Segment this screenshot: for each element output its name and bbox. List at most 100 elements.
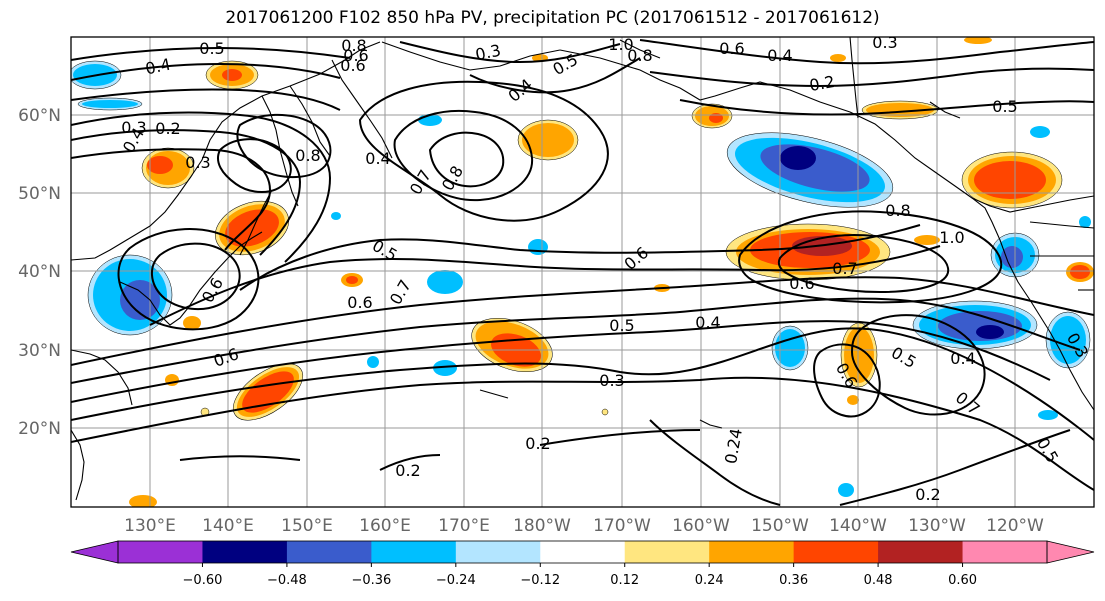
colorbar-segment: [202, 541, 288, 563]
contour-label: 0.6: [789, 274, 814, 293]
contour-label: 0.2: [395, 461, 420, 480]
contour-label: 0.4: [365, 149, 390, 168]
negative-anomaly-blob: [1045, 311, 1091, 369]
contour-label: 0.7: [832, 259, 857, 278]
colorbar-tick-label: 0.60: [948, 573, 977, 588]
contour-label: 0.2: [525, 434, 550, 453]
colorbar-min-arrow: [70, 540, 119, 564]
longitude-label: 130°E: [124, 516, 176, 536]
positive-anomaly-blob: [961, 151, 1063, 209]
positive-anomaly-blob: [341, 273, 363, 287]
contour-label: 0.4: [695, 313, 720, 332]
contour-label: 0.2: [155, 119, 180, 138]
colorbar-max-arrow: [1046, 540, 1095, 564]
colorbar-segment: [709, 541, 795, 563]
contour-label: 0.5: [609, 316, 634, 335]
colorbar-segment: [540, 541, 626, 563]
contour-label: 0.5: [1033, 434, 1062, 466]
positive-anomaly-blob: [517, 119, 579, 161]
contour-label: 0.6: [719, 39, 744, 58]
colorbar-tick-label: −0.24: [436, 573, 476, 588]
latitude-label: 60°N: [18, 106, 61, 126]
colorbar-tick-label: −0.12: [520, 573, 560, 588]
contour-label: 0.5: [992, 97, 1017, 116]
contour-label: 0.8: [295, 146, 320, 165]
colorbar-segment: [118, 541, 203, 563]
positive-anomaly-blob: [840, 322, 878, 388]
latitude-label: 20°N: [18, 419, 61, 439]
contour-label: 0.8: [341, 36, 366, 55]
colorbar-tick-label: −0.48: [267, 573, 307, 588]
colorbar-segment: [878, 541, 964, 563]
colorbar-segment: [624, 541, 710, 563]
contour-label: 0.24: [721, 427, 746, 465]
longitude-label: 150°E: [281, 516, 333, 536]
negative-anomaly-blob: [71, 60, 143, 111]
positive-anomaly-blob: [205, 60, 259, 90]
longitude-label: 150°W: [751, 516, 809, 536]
precipitation-anomaly-layer: [71, 37, 1094, 507]
positive-anomaly-blob: [725, 223, 891, 281]
colorbar: [70, 540, 1095, 564]
contour-label: 0.4: [767, 46, 792, 65]
contour-label: 1.0: [608, 35, 633, 54]
positive-anomaly-blob: [129, 37, 1094, 507]
contour-label: 0.3: [185, 153, 210, 172]
contour-label: 0.6: [343, 46, 368, 65]
contour-label: 0.4: [504, 75, 536, 106]
contour-label: 0.5: [549, 50, 581, 79]
contour-label: 0.3: [872, 33, 897, 52]
colorbar-tick-label: 0.48: [864, 573, 893, 588]
negative-anomaly-blob: [771, 325, 809, 371]
contour-label: 0.8: [438, 162, 467, 194]
contour-label: 0.8: [885, 201, 910, 220]
latitude-label: 30°N: [18, 341, 61, 361]
contour-label: 0.6: [340, 56, 365, 75]
longitude-label: 120°W: [986, 516, 1044, 536]
contour-label: 0.7: [386, 276, 415, 308]
positive-anomaly-blob: [141, 147, 195, 189]
colorbar-tick-label: −0.60: [183, 573, 223, 588]
colorbar-tick-label: 0.24: [695, 573, 724, 588]
contour-label: 0.3: [121, 118, 146, 137]
latitude-label: 40°N: [18, 262, 61, 282]
contour-label: 0.2: [808, 72, 836, 95]
contour-label: 1.0: [939, 228, 964, 247]
longitude-label: 170°W: [593, 516, 651, 536]
longitude-labels: 130°E 140°E 150°E 160°E 170°E 180°W 170°W 160°W…: [124, 516, 1044, 536]
colorbar-tick-label: 0.36: [779, 573, 808, 588]
longitude-label: 170°E: [438, 516, 490, 536]
colorbar-segment: [286, 541, 372, 563]
longitude-label: 180°W: [513, 516, 571, 536]
colorbar-segment: [371, 541, 457, 563]
longitude-label: 140°W: [829, 516, 887, 536]
plot-frame: [70, 36, 1095, 508]
contour-label: 0.3: [474, 41, 503, 65]
graticule-grid: [71, 37, 1094, 507]
longitude-label: 160°E: [359, 516, 411, 536]
contour-label: 0.3: [599, 371, 624, 390]
positive-anomaly-blob: [233, 363, 303, 421]
colorbar-tick-labels: −0.60 −0.48 −0.36 −0.24 −0.12 0.12 0.24 0.36 0.4…: [183, 563, 977, 588]
contour-label: 0.4: [144, 55, 173, 79]
colorbar-frame: [117, 540, 1048, 564]
longitude-label: 130°W: [908, 516, 966, 536]
latitude-labels: 60°N 50°N 40°N 30°N 20°N: [18, 106, 61, 439]
contour-label: 0.8: [627, 46, 652, 65]
contour-label: 0.5: [199, 39, 224, 58]
map-title: 2017061200 F102 850 hPa PV, precipitatio…: [225, 8, 880, 28]
contour-label: 0.6: [347, 293, 372, 312]
contour-label: 0.4: [950, 349, 975, 368]
contour-label: 0.2: [915, 485, 940, 504]
longitude-label: 160°W: [672, 516, 730, 536]
negative-anomaly-blob: [726, 132, 894, 208]
colorbar-tick-label: 0.12: [610, 573, 639, 588]
colorbar-segment: [455, 541, 541, 563]
colorbar-segment: [793, 541, 879, 563]
negative-anomaly-blob: [912, 300, 1038, 350]
colorbar-tick-label: −0.36: [351, 573, 391, 588]
colorbar-segment: [962, 541, 1048, 563]
negative-anomaly-blob: [331, 114, 1091, 497]
